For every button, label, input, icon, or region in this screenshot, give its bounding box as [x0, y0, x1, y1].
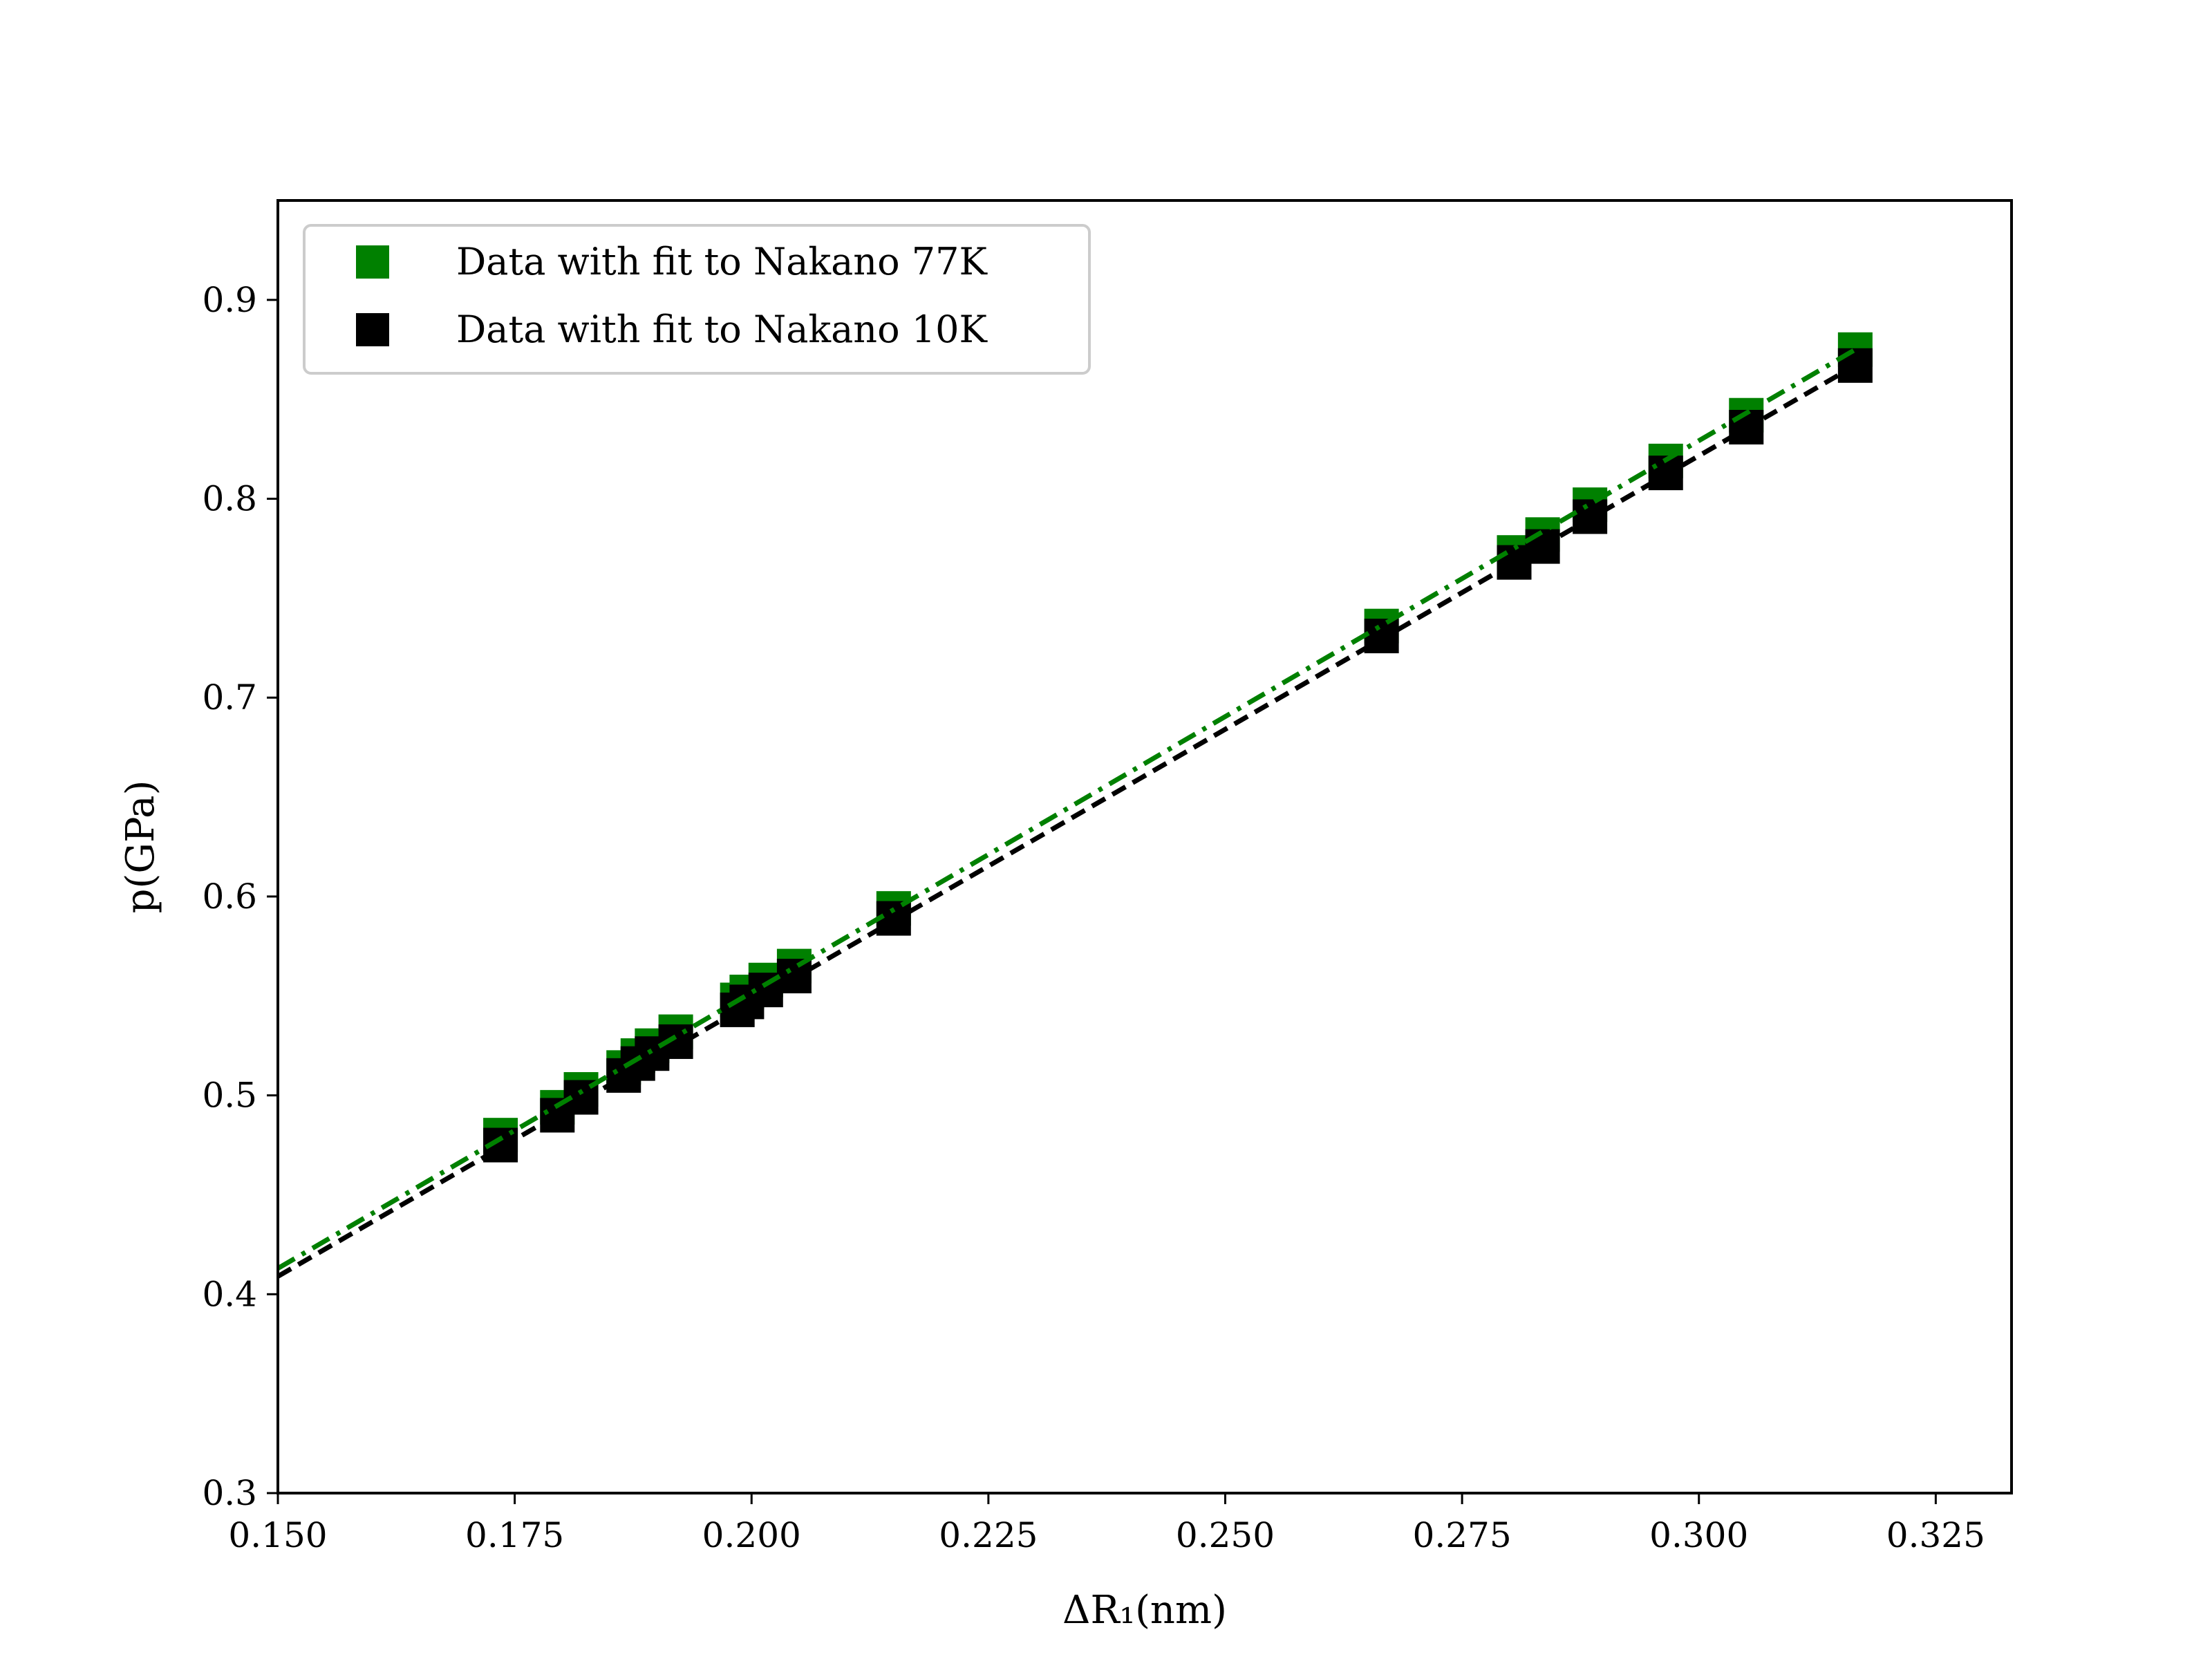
- axis-ticks: 0.150 0.175 0.200 0.225 0.250 0.275 0.300 0.325…: [202, 280, 1985, 1555]
- x-tick-label-6: 0.300: [1649, 1515, 1748, 1555]
- x-tick-label-7: 0.325: [1886, 1515, 1985, 1555]
- y-tick-label-6: 0.9: [202, 280, 257, 320]
- x-tick-label-0: 0.150: [228, 1515, 327, 1555]
- x-tick-label-5: 0.275: [1413, 1515, 1512, 1555]
- y-tick-label-2: 0.5: [202, 1076, 257, 1116]
- x-tick-label-3: 0.225: [939, 1515, 1038, 1555]
- x-tick-label-4: 0.250: [1176, 1515, 1275, 1555]
- y-tick-label-0: 0.3: [202, 1473, 257, 1513]
- x-tick-label-2: 0.200: [702, 1515, 801, 1555]
- legend-marker-0: [356, 245, 389, 279]
- legend-label-0: Data with fit to Nakano 77K: [456, 240, 988, 283]
- y-axis-label: p(GPa): [118, 780, 163, 914]
- series-0-fit-line: [278, 347, 1857, 1271]
- legend: Data with fit to Nakano 77K Data with fit…: [303, 224, 1091, 375]
- plot-area: [278, 332, 1873, 1279]
- x-tick-label-1: 0.175: [465, 1515, 564, 1555]
- axes-frame: [276, 199, 2013, 1494]
- legend-marker-1: [356, 313, 389, 346]
- series-1-fit-line: [278, 363, 1857, 1279]
- y-tick-label-1: 0.4: [202, 1274, 257, 1314]
- y-tick-label-5: 0.8: [202, 479, 257, 519]
- legend-label-1: Data with fit to Nakano 10K: [456, 308, 988, 351]
- y-tick-label-3: 0.6: [202, 877, 257, 917]
- legend-box: [303, 224, 1091, 375]
- y-tick-label-4: 0.7: [202, 677, 257, 718]
- x-axis-label: ΔR₁(nm): [1062, 1588, 1227, 1633]
